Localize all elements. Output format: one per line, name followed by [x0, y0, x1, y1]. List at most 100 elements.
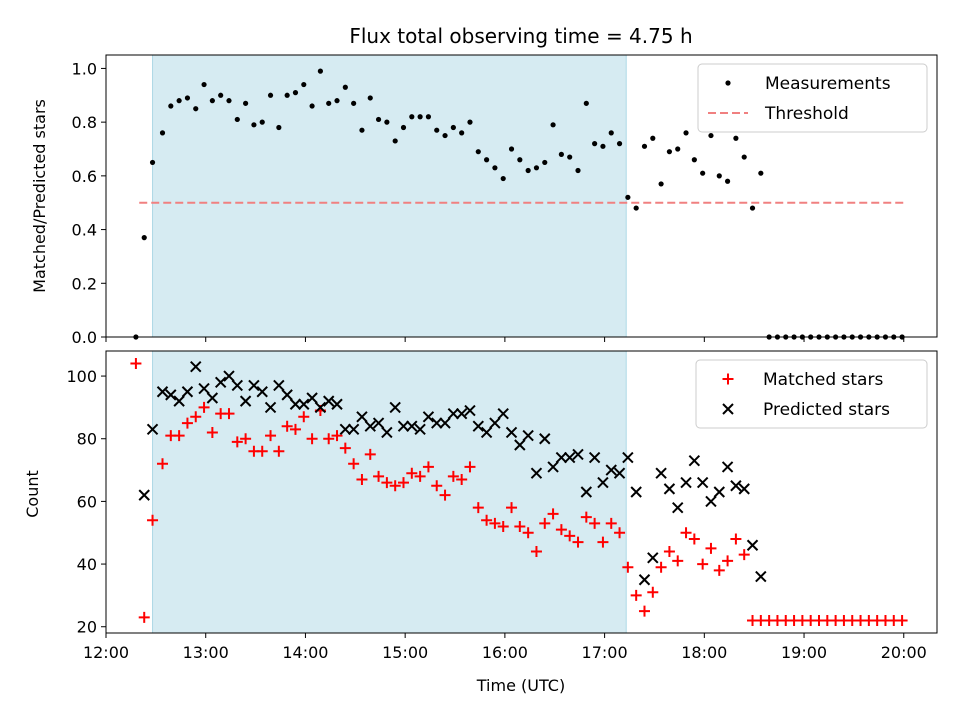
measurement-point — [658, 181, 664, 187]
measurement-point — [184, 95, 191, 101]
matched-stars-point — [298, 411, 310, 423]
measurement-point — [600, 143, 606, 149]
matched-stars-point — [356, 473, 368, 485]
predicted-stars-point — [156, 386, 169, 398]
matched-stars-point — [514, 520, 526, 532]
predicted-stars-point — [138, 489, 150, 501]
predicted-stars-point — [489, 417, 501, 429]
predicted-stars-point — [622, 451, 634, 464]
matched-stars-point — [522, 527, 534, 539]
matched-stars-point — [597, 536, 609, 548]
predicted-stars-point — [696, 476, 709, 489]
matched-stars-point — [705, 542, 717, 554]
measurement-point — [309, 103, 315, 109]
matched-stars-point — [306, 433, 318, 445]
measurement-point — [326, 100, 332, 106]
y-tick-label: 0.8 — [72, 113, 97, 132]
legend-predicted-label: Predicted stars — [763, 400, 890, 420]
matched-stars-point — [680, 527, 692, 539]
measurement-point — [141, 235, 147, 241]
matched-stars-point — [181, 417, 193, 429]
measurement-point — [359, 127, 365, 133]
predicted-stars-point — [705, 495, 717, 508]
measurement-point — [375, 116, 382, 123]
predicted-stars-point — [273, 379, 285, 392]
matched-stars-point — [198, 401, 210, 413]
matched-stars-point — [655, 561, 667, 573]
x-tick-label: 20:00 — [881, 643, 927, 662]
measurement-point — [168, 103, 174, 109]
measurement-point — [625, 194, 631, 200]
matched-stars-point — [697, 558, 709, 570]
predicted-stars-point — [364, 420, 376, 432]
measurement-point — [234, 116, 240, 123]
legend-measurements-label: Measurements — [765, 74, 891, 94]
matched-stars-point — [206, 426, 218, 438]
predicted-stars-point — [680, 476, 692, 489]
predicted-stars-point — [306, 392, 318, 404]
predicted-stars-point — [755, 570, 767, 583]
measurement-point — [525, 167, 531, 174]
matched-stars-point — [638, 605, 650, 617]
measurement-point — [176, 98, 182, 104]
matched-stars-point — [364, 448, 376, 460]
measurement-point — [517, 157, 523, 163]
measurement-point — [708, 132, 714, 139]
predicted-stars-point — [638, 574, 651, 586]
measurement-point — [749, 205, 756, 211]
predicted-stars-point — [464, 404, 476, 417]
matched-stars-point — [373, 470, 385, 482]
chart-title: Flux total observing time = 4.75 h — [349, 24, 692, 48]
measurement-point — [392, 138, 398, 144]
measurement-point — [508, 146, 515, 152]
predicted-stars-point — [688, 454, 701, 467]
measurement-point — [683, 130, 689, 136]
matched-stars-point — [580, 511, 592, 523]
predicted-stars-point — [514, 439, 526, 451]
measurement-point — [475, 149, 481, 155]
matched-stars-point — [663, 546, 675, 558]
measurement-point — [276, 124, 282, 131]
predicted-stars-point — [539, 433, 551, 445]
measurement-point — [741, 154, 747, 160]
matched-stars-point — [323, 433, 335, 445]
measurement-point — [492, 165, 498, 171]
predicted-stars-point — [264, 401, 277, 414]
measurement-point — [675, 146, 681, 152]
matched-stars-point — [231, 436, 243, 448]
predicted-stars-point — [173, 395, 185, 407]
predicted-stars-point — [414, 423, 426, 436]
measurement-point — [317, 68, 323, 74]
matched-stars-point — [439, 489, 451, 501]
measurement-point — [650, 135, 656, 141]
measurement-point — [583, 100, 589, 106]
measurement-point — [201, 81, 207, 88]
measurement-point — [351, 100, 357, 106]
matched-stars-point — [173, 430, 185, 442]
matched-stars-point — [273, 445, 285, 457]
measurement-point — [459, 130, 465, 136]
matched-stars-point — [381, 477, 393, 489]
measurement-point — [251, 122, 257, 128]
predicted-stars-point — [281, 389, 293, 401]
predicted-stars-point — [422, 411, 435, 423]
predicted-stars-point — [713, 486, 725, 498]
predicted-stars-point — [630, 486, 642, 498]
measurement-point — [716, 173, 722, 179]
predicted-stars-point — [389, 401, 401, 414]
measurement-point — [243, 100, 249, 106]
matched-stars-point — [555, 524, 567, 536]
x-axis-label: Time (UTC) — [476, 676, 565, 695]
matched-stars-point — [240, 433, 252, 445]
matched-stars-point — [414, 470, 426, 482]
measurement-point — [417, 114, 423, 120]
x-tick-label: 15:00 — [382, 643, 428, 662]
predicted-stars-point — [505, 426, 518, 439]
predicted-stars-point — [730, 480, 742, 492]
measurement-point — [384, 119, 390, 125]
measurement-point — [149, 159, 156, 166]
y-tick-label: 40 — [77, 555, 97, 574]
matched-stars-point — [265, 430, 277, 442]
x-tick-label: 16:00 — [482, 643, 528, 662]
predicted-stars-point — [555, 451, 568, 464]
